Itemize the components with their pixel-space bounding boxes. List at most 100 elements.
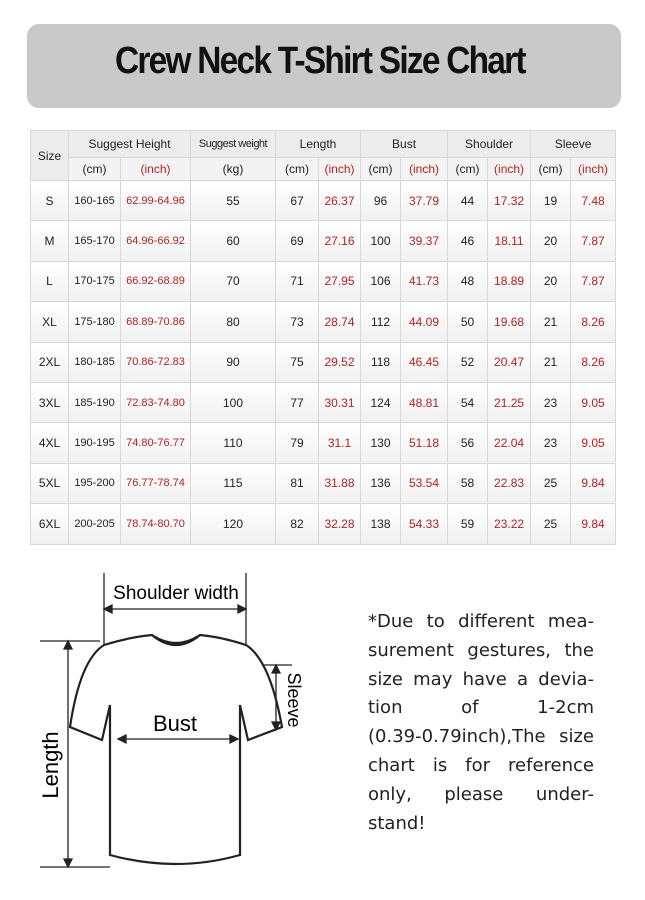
table-cell: 23 (530, 422, 572, 464)
table-cell: 53.54 (400, 462, 449, 505)
table-cell: 50 (447, 301, 489, 343)
table-row: 5XL 195-200 76.77-78.74 115 81 31.88 136 53.54 5… (30, 462, 617, 505)
table-cell: 106 (360, 260, 402, 303)
table-cell: 124 (360, 381, 402, 424)
table-row: L 170-175 66.92-68.89 70 71 27.95 106 41.73 48 18… (30, 260, 617, 303)
table-cell: 54 (447, 381, 489, 424)
table-cell: 44.09 (400, 301, 449, 343)
table-cell: 3XL (30, 381, 69, 424)
table-cell: 8.26 (570, 341, 617, 383)
table-cell: 68.89-70.86 (120, 301, 191, 343)
table-cell: 9.05 (570, 381, 617, 424)
table-cell: 118 (360, 341, 402, 383)
table-cell: 32.28 (317, 503, 362, 545)
table-cell: 165-170 (68, 220, 121, 262)
unit-cell: (cm) (360, 157, 402, 181)
table-cell: 170-175 (68, 260, 121, 303)
note-line: stand! (368, 812, 426, 834)
table-cell: 31.88 (317, 462, 362, 505)
unit-cell: (cm) (68, 157, 121, 181)
table-cell: 8.26 (570, 301, 617, 343)
table-cell: 46 (447, 220, 489, 262)
table-cell: 175-180 (68, 301, 121, 343)
table-cell: 82 (275, 503, 319, 545)
table-cell: 2XL (30, 341, 69, 383)
header-cell: Suggest Height (68, 130, 191, 158)
unit-cell: (kg) (190, 157, 276, 181)
unit-cell: (cm) (447, 157, 489, 181)
table-cell: 70.86-72.83 (120, 341, 191, 383)
table-cell: 81 (275, 462, 319, 505)
table-cell: 7.87 (570, 220, 617, 262)
table-cell: 66.92-68.89 (120, 260, 191, 303)
table-cell: 75 (275, 341, 319, 383)
unit-cell: (cm) (275, 157, 319, 181)
table-cell: M (30, 220, 69, 262)
table-cell: 110 (190, 422, 276, 464)
table-cell: 9.84 (570, 503, 617, 545)
table-cell: 28.74 (317, 301, 362, 343)
table-cell: 78.74-80.70 (120, 503, 191, 545)
table-cell: 74.80-76.77 (120, 422, 191, 464)
size-table: Size Suggest Height Suggest weight Lengt… (30, 130, 617, 545)
table-cell: 55 (190, 179, 276, 222)
unit-cell: (inch) (317, 157, 362, 181)
header-cell: Bust (360, 130, 449, 158)
sleeve-label: Sleeve (284, 672, 304, 727)
table-cell: 90 (190, 341, 276, 383)
table-cell: 96 (360, 179, 402, 222)
table-cell: 19.68 (487, 301, 532, 343)
unit-cell: (cm) (530, 157, 572, 181)
table-cell: 59 (447, 503, 489, 545)
header-cell: Length (274, 130, 362, 158)
table-row: XL 175-180 68.89-70.86 80 73 28.74 112 44.09 50 1… (30, 301, 617, 343)
table-cell: 79 (275, 422, 319, 464)
table-cell: 48 (447, 260, 489, 303)
table-cell: 9.05 (570, 422, 617, 464)
table-cell: 17.32 (487, 179, 532, 222)
table-cell: 27.95 (317, 260, 362, 303)
header-cell: Suggest weight (190, 130, 276, 158)
table-cell: 67 (275, 179, 319, 222)
note-line: chart is for reference (368, 754, 594, 776)
table-row: M 165-170 64.96-66.92 60 69 27.16 100 39.37 46 18… (30, 220, 617, 262)
table-cell: 18.11 (487, 220, 532, 262)
table-cell: 58 (447, 462, 489, 505)
note-line: only, please under- (368, 783, 594, 805)
unit-cell: (inch) (400, 157, 449, 181)
table-cell: 18.89 (487, 260, 532, 303)
table-cell: 138 (360, 503, 402, 545)
table-cell: 120 (190, 503, 276, 545)
table-cell: 7.48 (570, 179, 617, 222)
table-row: 3XL 185-190 72.83-74.80 100 77 30.31 124 48.81 5… (30, 381, 617, 424)
shirt-diagram: Shoulder width Bust Sleeve Length (38, 573, 304, 869)
unit-cell: (inch) (570, 157, 617, 181)
table-cell: XL (30, 301, 69, 343)
table-cell: 195-200 (68, 462, 121, 505)
table-cell: 73 (275, 301, 319, 343)
note-line: *Due to different mea- (368, 611, 594, 632)
measure-lines (40, 573, 292, 869)
table-cell: 52 (447, 341, 489, 383)
table-cell: 200-205 (68, 503, 121, 545)
table-cell: 6XL (30, 503, 69, 545)
table-cell: 21 (530, 341, 572, 383)
table-cell: 19 (530, 179, 572, 222)
table-cell: 70 (190, 260, 276, 303)
shirt-outline (68, 633, 284, 866)
table-cell: 37.79 (400, 179, 449, 222)
table-cell: 23.22 (487, 503, 532, 545)
table-row: 2XL 180-185 70.86-72.83 90 75 29.52 118 46.45 52… (30, 341, 617, 383)
table-cell: 22.83 (487, 462, 532, 505)
table-cell: 180-185 (68, 341, 121, 383)
table-cell: 51.18 (400, 422, 449, 464)
shoulder-label: Shoulder width (113, 583, 239, 604)
table-cell: L (30, 260, 69, 303)
table-cell: 41.73 (400, 260, 449, 303)
table-row: S 160-165 62.99-64.96 55 67 26.37 96 37.79 44 17.… (30, 179, 617, 222)
table-cell: 39.37 (400, 220, 449, 262)
note-line: size may have a devia- (368, 668, 594, 690)
table-cell: 76.77-78.74 (120, 462, 191, 505)
table-cell: 64.96-66.92 (120, 220, 191, 262)
